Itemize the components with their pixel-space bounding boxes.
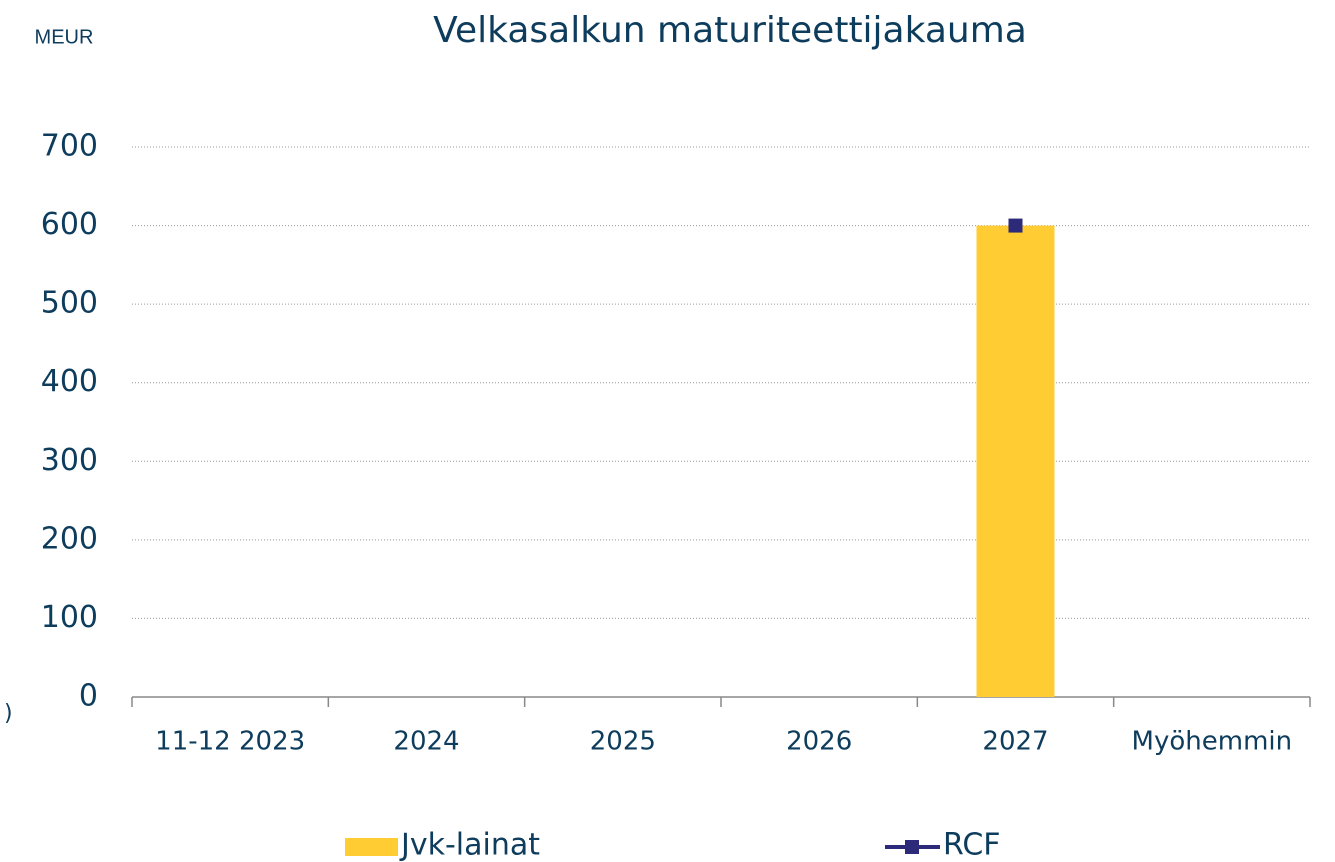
y-tick-label: 0 xyxy=(79,679,98,714)
y-tick-label: 400 xyxy=(41,364,98,399)
line-marker xyxy=(1008,218,1023,233)
legend-swatch xyxy=(345,838,398,856)
y-tick-label: 500 xyxy=(41,286,98,321)
x-tick-label: 2024 xyxy=(393,727,459,757)
x-tick-label: Myöhemmin xyxy=(1132,727,1293,757)
x-tick-label: 2027 xyxy=(982,727,1048,757)
legend-label: Jvk-lainat xyxy=(399,828,540,862)
legend-marker xyxy=(905,840,919,854)
bar xyxy=(976,225,1055,698)
x-tick-label: 11-12 2023 xyxy=(155,727,305,757)
x-tick-label: 2025 xyxy=(590,727,656,757)
y-tick-label: 600 xyxy=(41,207,98,242)
y-tick-label: 200 xyxy=(41,521,98,556)
y-axis-label: MEUR xyxy=(35,26,94,48)
annotation: ) xyxy=(4,701,13,726)
y-tick-label: 100 xyxy=(41,600,98,635)
x-tick-label: 2026 xyxy=(786,727,852,757)
y-tick-label: 300 xyxy=(41,443,98,478)
legend-label: RCF xyxy=(943,828,1001,862)
y-tick-label: 700 xyxy=(41,129,98,164)
chart-title: Velkasalkun maturiteettijakauma xyxy=(433,10,1027,51)
